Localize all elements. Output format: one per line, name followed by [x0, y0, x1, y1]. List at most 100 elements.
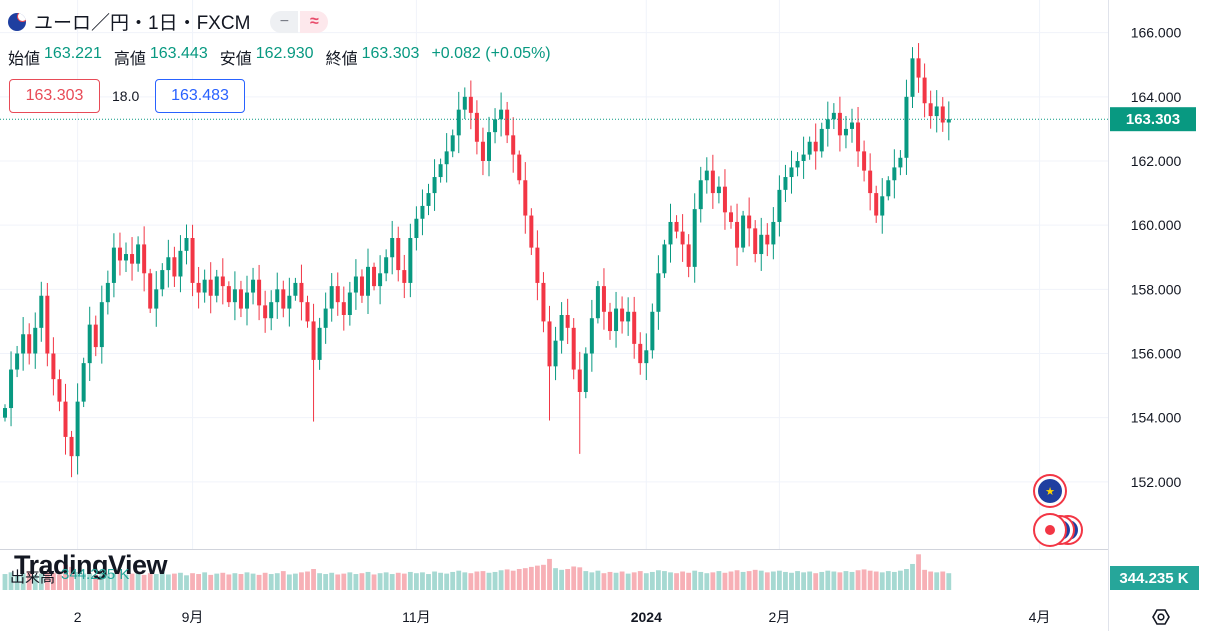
candle-body: [474, 112, 479, 142]
candle-body: [232, 289, 237, 303]
volume-bar: [75, 571, 80, 590]
volume-bar: [26, 571, 32, 590]
volume-bar: [819, 571, 825, 590]
candle-body: [910, 58, 915, 97]
candle-body: [819, 128, 824, 152]
candle-body: [33, 327, 38, 354]
volume-bar: [668, 572, 673, 590]
volume-bar: [758, 570, 764, 590]
candle-body: [341, 302, 346, 315]
last-price-value: 163.303: [1126, 111, 1180, 128]
candle-body: [777, 189, 782, 222]
volume-bar: [940, 571, 946, 590]
x-axis: 2 9月 11月 2024 2月 4月: [74, 609, 1051, 625]
volume-bar: [244, 572, 250, 590]
volume-bar: [317, 573, 322, 590]
volume-badge: [1110, 566, 1199, 590]
candle-body: [795, 161, 800, 168]
ohlc-legend: 始値 163.221 高値 163.443 安値 162.930 終値 163.303 …: [8, 45, 551, 69]
y-tick-label: 166.000: [1131, 25, 1182, 41]
candle-body: [226, 286, 231, 303]
candle-body: [93, 324, 98, 348]
symbol-header[interactable]: ユーロ／円・1日・FXCM − ≈: [8, 8, 329, 35]
candle-body: [420, 205, 425, 219]
candle-body: [15, 353, 20, 370]
jp-event-icon[interactable]: [1033, 513, 1083, 547]
eu-event-icon[interactable]: ★: [1033, 474, 1067, 508]
volume-bar: [44, 571, 50, 590]
candle-body: [686, 244, 691, 267]
volume-value: 344.235 K: [61, 566, 130, 583]
candle-body: [75, 401, 80, 457]
sell-button[interactable]: 163.303: [9, 79, 100, 113]
candle-body: [934, 106, 939, 117]
candle-body: [850, 122, 854, 129]
high-value: 163.443: [149, 45, 208, 62]
volume-bar: [69, 566, 74, 590]
x-tick-label: 9月: [182, 609, 204, 625]
volume-bar: [262, 572, 268, 590]
candle-body: [626, 311, 631, 322]
candle-body: [511, 135, 516, 155]
volume-bar: [172, 573, 177, 590]
volume-bar: [299, 572, 304, 590]
candle-body: [323, 308, 328, 328]
candle-body: [105, 282, 110, 303]
candle-body: [729, 212, 733, 222]
candle-body: [505, 109, 510, 136]
volume-bar: [740, 571, 746, 590]
candle-body: [862, 151, 867, 171]
volume-bar: [825, 570, 831, 590]
candle-body: [529, 215, 534, 248]
volume-bar: [916, 554, 921, 590]
candles: [3, 43, 951, 478]
candle-body: [305, 302, 310, 322]
wave-icon[interactable]: ≈: [300, 10, 329, 33]
svg-text:★: ★: [1045, 485, 1055, 498]
candle-body: [692, 209, 697, 267]
volume-bar: [522, 568, 528, 590]
volume-bar: [486, 572, 492, 590]
buy-button[interactable]: 163.483: [155, 79, 245, 113]
volume-bar: [873, 571, 879, 590]
volume-bar: [662, 571, 667, 590]
volume-bar: [347, 572, 353, 590]
volume-bar: [480, 571, 486, 590]
candle-body: [541, 282, 546, 322]
volume-bar: [335, 574, 341, 590]
minus-icon[interactable]: −: [270, 10, 299, 33]
tradingview-logo[interactable]: TradingView: [14, 550, 168, 580]
volume-bar: [395, 572, 401, 590]
candle-body: [753, 228, 758, 255]
y-axis: 166.000 164.000 162.000 160.000 158.000 156.0…: [1131, 25, 1182, 490]
volume-bar: [710, 572, 716, 590]
candle-body: [668, 221, 673, 245]
volume-bar: [589, 572, 595, 590]
candle-body: [716, 186, 721, 194]
x-tick-label: 4月: [1029, 609, 1051, 625]
volume-bar: [159, 571, 165, 590]
volume-bar: [87, 573, 93, 590]
indicator-pill[interactable]: − ≈: [270, 10, 329, 33]
volume-bar: [141, 574, 147, 590]
volume-bar: [583, 571, 589, 590]
volume-badge-value: 344.235 K: [1119, 570, 1188, 587]
candle-body: [39, 295, 44, 328]
volume-bar: [353, 574, 359, 590]
volume-bar: [208, 574, 214, 590]
x-tick-label: 2024: [631, 609, 662, 625]
settings-gear-icon[interactable]: [1152, 609, 1170, 625]
volume-bar: [946, 573, 952, 590]
volume-bar: [341, 573, 347, 590]
candle-body: [184, 238, 189, 251]
candle-body: [378, 273, 383, 287]
candle-body: [783, 177, 788, 190]
x-tick-label: 2: [74, 609, 82, 625]
symbol-title[interactable]: ユーロ／円・1日・FXCM: [34, 13, 251, 34]
candle-body: [27, 334, 32, 354]
volume-bar: [20, 573, 26, 590]
volume-bar: [286, 574, 292, 590]
close-label: 終値: [325, 51, 358, 68]
candle-body: [402, 270, 407, 283]
